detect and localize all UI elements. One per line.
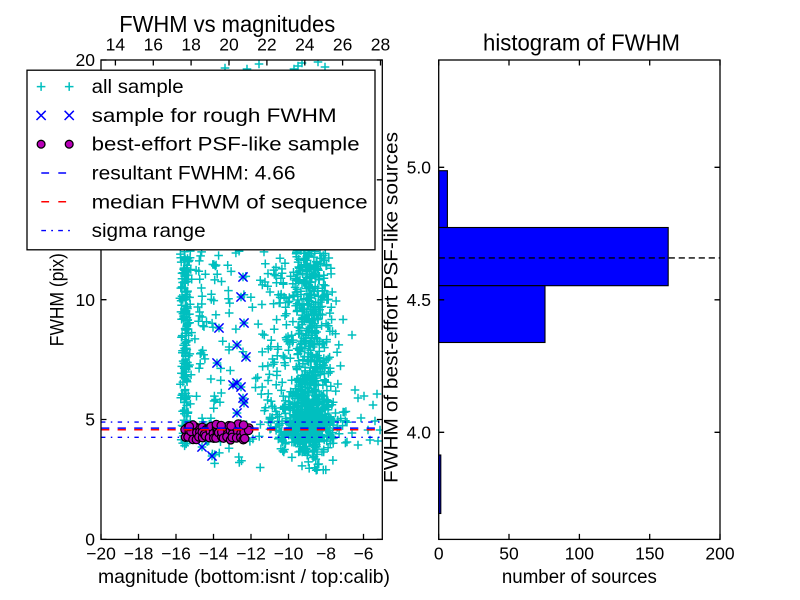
svg-text:28: 28 <box>371 34 390 54</box>
svg-text:−12: −12 <box>236 544 266 564</box>
svg-text:FWHM of best-effort PSF-like s: FWHM of best-effort PSF-like sources <box>381 132 403 483</box>
svg-text:−18: −18 <box>124 544 154 564</box>
svg-text:4.0: 4.0 <box>407 423 432 443</box>
svg-text:magnitude (bottom:isnt / top:c: magnitude (bottom:isnt / top:calib) <box>98 566 390 588</box>
svg-text:24: 24 <box>295 34 315 54</box>
svg-text:4.5: 4.5 <box>407 290 431 310</box>
svg-text:number of sources: number of sources <box>502 566 657 588</box>
svg-text:histogram of FWHM: histogram of FWHM <box>483 30 680 56</box>
svg-text:FWHM vs magnitudes: FWHM vs magnitudes <box>119 11 335 37</box>
svg-text:18: 18 <box>181 34 200 54</box>
svg-text:best-effort PSF-like sample: best-effort PSF-like sample <box>92 134 360 156</box>
svg-text:5: 5 <box>85 410 95 430</box>
svg-text:20: 20 <box>219 34 239 54</box>
svg-text:5.0: 5.0 <box>407 158 432 178</box>
svg-text:median FHWM of sequence: median FHWM of sequence <box>92 191 368 213</box>
svg-text:150: 150 <box>635 544 664 564</box>
svg-text:20: 20 <box>76 50 96 70</box>
svg-text:0: 0 <box>85 530 95 550</box>
svg-text:FWHM (pix): FWHM (pix) <box>47 253 69 346</box>
svg-text:200: 200 <box>705 544 734 564</box>
svg-text:22: 22 <box>257 34 276 54</box>
svg-text:10: 10 <box>76 290 96 310</box>
svg-text:resultant FWHM: 4.66: resultant FWHM: 4.66 <box>92 163 296 185</box>
svg-text:26: 26 <box>333 34 352 54</box>
svg-text:0: 0 <box>434 544 444 564</box>
svg-text:sigma range: sigma range <box>92 220 206 242</box>
svg-text:−14: −14 <box>199 544 229 564</box>
svg-text:14: 14 <box>106 34 126 54</box>
svg-text:−16: −16 <box>161 544 191 564</box>
svg-text:all sample: all sample <box>92 76 184 98</box>
svg-text:sample for rough FWHM: sample for rough FWHM <box>92 105 337 127</box>
svg-text:−6: −6 <box>354 544 374 564</box>
svg-text:−10: −10 <box>274 544 304 564</box>
svg-text:50: 50 <box>499 544 519 564</box>
svg-text:16: 16 <box>144 34 163 54</box>
svg-text:−8: −8 <box>316 544 336 564</box>
svg-text:−20: −20 <box>86 544 116 564</box>
svg-text:100: 100 <box>565 544 594 564</box>
